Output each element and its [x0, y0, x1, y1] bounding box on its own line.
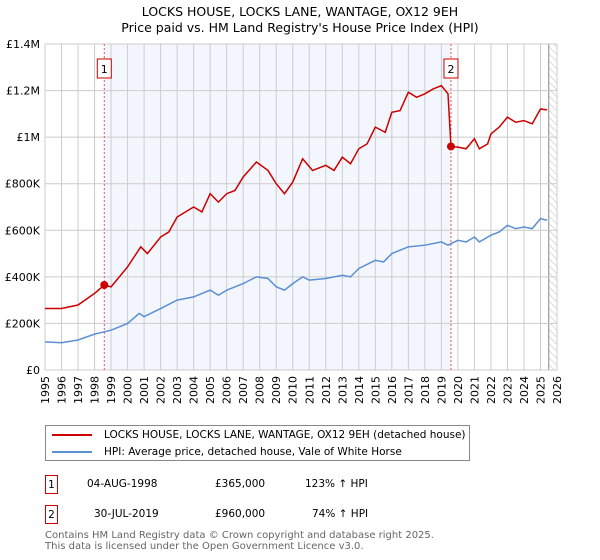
chart-title: LOCKS HOUSE, LOCKS LANE, WANTAGE, OX12 9… — [141, 4, 459, 19]
x-tick-label: 2008 — [254, 376, 267, 404]
x-tick-label: 1995 — [39, 376, 52, 404]
y-tick-label: £1.4M — [6, 38, 40, 51]
y-tick-label: £200K — [5, 317, 41, 330]
x-tick-label: 2005 — [204, 376, 217, 404]
x-tick-label: 2010 — [287, 376, 300, 404]
hatched-future-region — [548, 44, 557, 370]
sale-label: 1 — [101, 63, 108, 76]
x-tick-label: 2014 — [353, 376, 366, 404]
x-tick-label: 2026 — [551, 376, 564, 404]
x-tick-label: 1998 — [89, 376, 102, 404]
x-tick-label: 2004 — [188, 376, 201, 404]
legend-hpi: HPI: Average price, detached house, Vale… — [104, 446, 402, 458]
x-tick-label: 1999 — [105, 376, 118, 404]
y-tick-label: £0 — [26, 364, 40, 377]
x-tick-label: 2015 — [369, 376, 382, 404]
x-tick-label: 2020 — [452, 376, 465, 404]
chart-subtitle: Price paid vs. HM Land Registry's House … — [121, 20, 479, 35]
sale-point — [446, 142, 455, 151]
hpi-line — [44, 217, 548, 344]
footer-copyright: Contains HM Land Registry data © Crown c… — [45, 530, 434, 541]
x-tick-label: 2012 — [320, 376, 333, 404]
sale-badge: 2 — [45, 505, 58, 524]
sale-price: £365,000 — [215, 478, 266, 490]
sale-date: 30-JUL-2019 — [94, 508, 159, 520]
footer-licence: This data is licensed under the Open Gov… — [45, 541, 364, 552]
x-tick-label: 2024 — [518, 376, 531, 404]
x-tick-label: 2018 — [419, 376, 432, 404]
sale-hpi: 74% ↑ HPI — [312, 508, 369, 520]
x-tick-label: 2023 — [501, 376, 514, 404]
sale-row: 2 30-JUL-2019 £960,000 74% ↑ HPI — [45, 505, 465, 527]
x-tick-label: 2002 — [155, 376, 168, 404]
sale-row: 1 04-AUG-1998 £365,000 123% ↑ HPI — [45, 475, 465, 497]
sale-label: 2 — [447, 63, 454, 76]
x-tick-label: 2009 — [270, 376, 283, 404]
y-tick-label: £600K — [5, 224, 41, 237]
y-tick-label: £800K — [5, 178, 41, 191]
x-tick-label: 2021 — [468, 376, 481, 404]
sale-label-box — [443, 58, 459, 79]
x-tick-label: 1996 — [56, 376, 69, 404]
sale-price: £960,000 — [215, 508, 266, 520]
shaded-ownership-period — [104, 44, 451, 370]
x-tick-label: 2016 — [386, 376, 399, 404]
x-tick-label: 2000 — [122, 376, 135, 404]
legend: LOCKS HOUSE, LOCKS LANE, WANTAGE, OX12 9… — [45, 425, 470, 461]
x-tick-label: 2007 — [237, 376, 250, 404]
legend-red-line-icon — [52, 434, 92, 436]
sale-date: 04-AUG-1998 — [87, 478, 158, 490]
legend-blue-line-icon — [52, 451, 92, 453]
x-tick-label: 2019 — [435, 376, 448, 404]
property-price-line — [45, 84, 548, 310]
sale-hpi: 123% ↑ HPI — [305, 478, 368, 490]
x-tick-label: 2001 — [138, 376, 151, 404]
sale-point — [100, 281, 109, 290]
x-tick-label: 2003 — [171, 376, 184, 404]
sale-badge: 1 — [45, 475, 58, 494]
x-tick-label: 2006 — [221, 376, 234, 404]
x-tick-label: 1997 — [72, 376, 85, 404]
y-tick-label: £1M — [17, 131, 41, 144]
x-tick-label: 2025 — [534, 376, 547, 404]
sale-label-box — [96, 58, 112, 79]
x-tick-label: 2017 — [402, 376, 415, 404]
y-tick-label: £400K — [5, 271, 41, 284]
y-tick-label: £1.2M — [6, 85, 40, 98]
x-tick-label: 2011 — [303, 376, 316, 404]
x-tick-label: 2022 — [485, 376, 498, 404]
chart-svg: 1995 1996 1997 1998 1999 2000 2001 2002 2003 2004… — [5, 38, 564, 404]
plot-frame — [44, 43, 558, 371]
legend-property: LOCKS HOUSE, LOCKS LANE, WANTAGE, OX12 9… — [104, 429, 466, 441]
x-tick-label: 2013 — [336, 376, 349, 404]
